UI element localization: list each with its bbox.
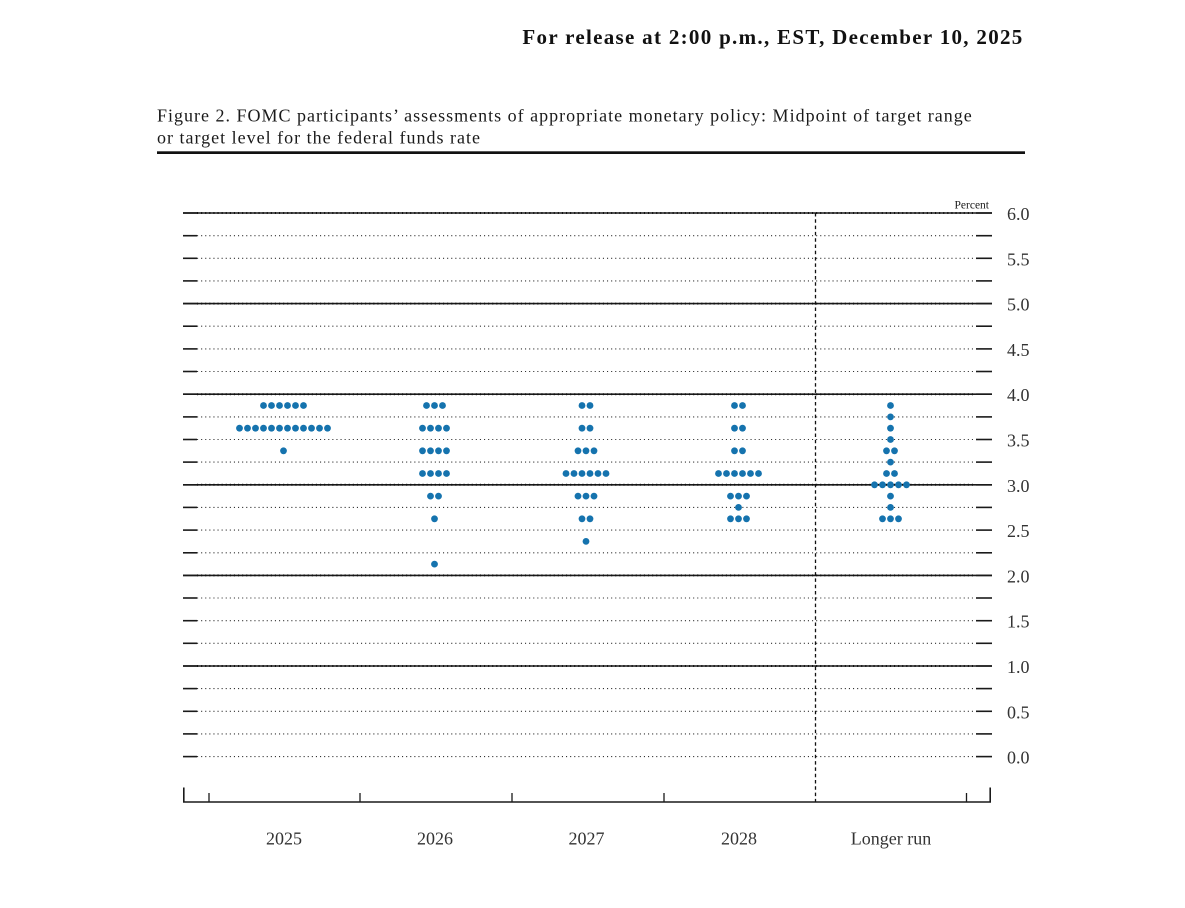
svg-text:5.5: 5.5: [1007, 249, 1030, 269]
svg-text:3.5: 3.5: [1007, 431, 1030, 451]
svg-text:0.5: 0.5: [1007, 702, 1030, 722]
svg-text:3.0: 3.0: [1007, 476, 1030, 496]
svg-text:2.0: 2.0: [1007, 566, 1030, 586]
svg-text:or target level for the federa: or target level for the federal funds ra…: [157, 128, 481, 148]
svg-text:2026: 2026: [417, 829, 453, 849]
svg-text:2027: 2027: [569, 829, 605, 849]
svg-text:2025: 2025: [266, 829, 302, 849]
svg-text:4.5: 4.5: [1007, 340, 1030, 360]
svg-text:Longer run: Longer run: [851, 829, 931, 849]
svg-text:4.0: 4.0: [1007, 385, 1030, 405]
svg-text:1.5: 1.5: [1007, 612, 1030, 632]
svg-text:For release at 2:00 p.m., EST,: For release at 2:00 p.m., EST, December …: [522, 25, 1023, 49]
svg-text:0.0: 0.0: [1007, 748, 1030, 768]
svg-text:Figure 2. FOMC participants’ a: Figure 2. FOMC participants’ assessments…: [157, 106, 973, 126]
svg-text:2.5: 2.5: [1007, 521, 1030, 541]
svg-text:1.0: 1.0: [1007, 657, 1030, 677]
svg-text:2028: 2028: [721, 829, 757, 849]
svg-text:5.0: 5.0: [1007, 295, 1030, 315]
svg-text:Percent: Percent: [955, 200, 990, 212]
svg-text:6.0: 6.0: [1007, 204, 1030, 224]
